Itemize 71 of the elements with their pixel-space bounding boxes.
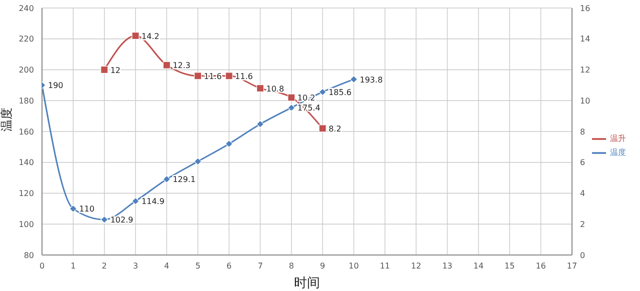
point [194,72,202,80]
y-tick-label: 120 [18,189,34,198]
point [350,76,358,84]
data-label: 102.9 [110,216,134,225]
point [162,61,171,69]
x-tick-label: 12 [411,262,422,271]
point [256,120,264,128]
x-tick-label: 16 [536,262,546,271]
data-label: 10.8 [266,84,284,94]
point [69,204,77,212]
data-label: 110 [79,204,94,214]
point [132,197,140,205]
x-axis-title: 时间 [294,276,320,291]
point [318,124,326,132]
y2-tick-label: 10 [580,96,590,106]
x-tick-label: 6 [226,262,232,271]
y-tick-label: 100 [18,220,34,229]
point [318,88,326,96]
x-tick-label: 5 [195,262,200,271]
x-tick-label: 7 [258,262,263,271]
y2-tick-label: 12 [580,66,590,75]
x-tick-label: 13 [442,262,452,271]
data-label: 193.8 [360,75,383,84]
data-label: 14.2 [142,32,160,41]
point [225,140,233,148]
x-tick-label: 11 [380,262,390,271]
point [288,104,296,112]
point [225,72,233,80]
data-label: 12 [110,66,121,75]
point [100,66,108,74]
y2-tick-label: 16 [580,4,590,13]
y2-tick-label: 6 [580,158,586,168]
legend-label: 温升 [610,134,626,143]
y2-tick-label: 2 [580,220,586,229]
x-tick-label: 9 [320,262,326,271]
point [100,216,108,224]
data-label: 12.3 [172,61,191,70]
x-tick-label: 3 [132,262,138,271]
point [162,175,171,183]
data-label: 114.9 [142,197,164,206]
y2-tick-label: 0 [580,250,586,260]
x-tick-label: 15 [504,262,515,271]
legend-label: 温度 [610,148,626,157]
y-tick-label: 200 [18,66,34,75]
y-axis-title: 温度 [0,108,14,132]
y-tick-label: 240 [18,4,34,13]
point [194,158,202,166]
x-tick-label: 17 [566,262,578,271]
y2-tick-label: 4 [580,189,586,198]
x-tick-label: 2 [102,262,107,271]
data-label: 129.1 [172,175,196,184]
y-tick-label: 180 [18,96,34,106]
data-label: 190 [48,81,64,90]
x-tick-label: 0 [39,262,45,271]
x-tick-label: 8 [288,262,294,271]
y-tick-label: 80 [24,250,34,260]
data-label: 185.6 [328,88,352,97]
point [132,32,140,40]
data-label: 8.2 [328,124,342,134]
x-tick-label: 14 [473,262,484,271]
y2-tick-label: 8 [580,127,586,136]
x-tick-label: 1 [70,262,76,271]
point [256,84,264,92]
x-tick-label: 4 [164,262,170,271]
data-label: 11.6 [235,72,253,81]
y-tick-label: 140 [18,158,34,168]
y-tick-label: 160 [18,127,34,136]
x-tick-label: 10 [348,262,359,271]
point [288,94,296,102]
y-tick-label: 220 [18,34,34,44]
y2-tick-label: 14 [580,34,590,44]
